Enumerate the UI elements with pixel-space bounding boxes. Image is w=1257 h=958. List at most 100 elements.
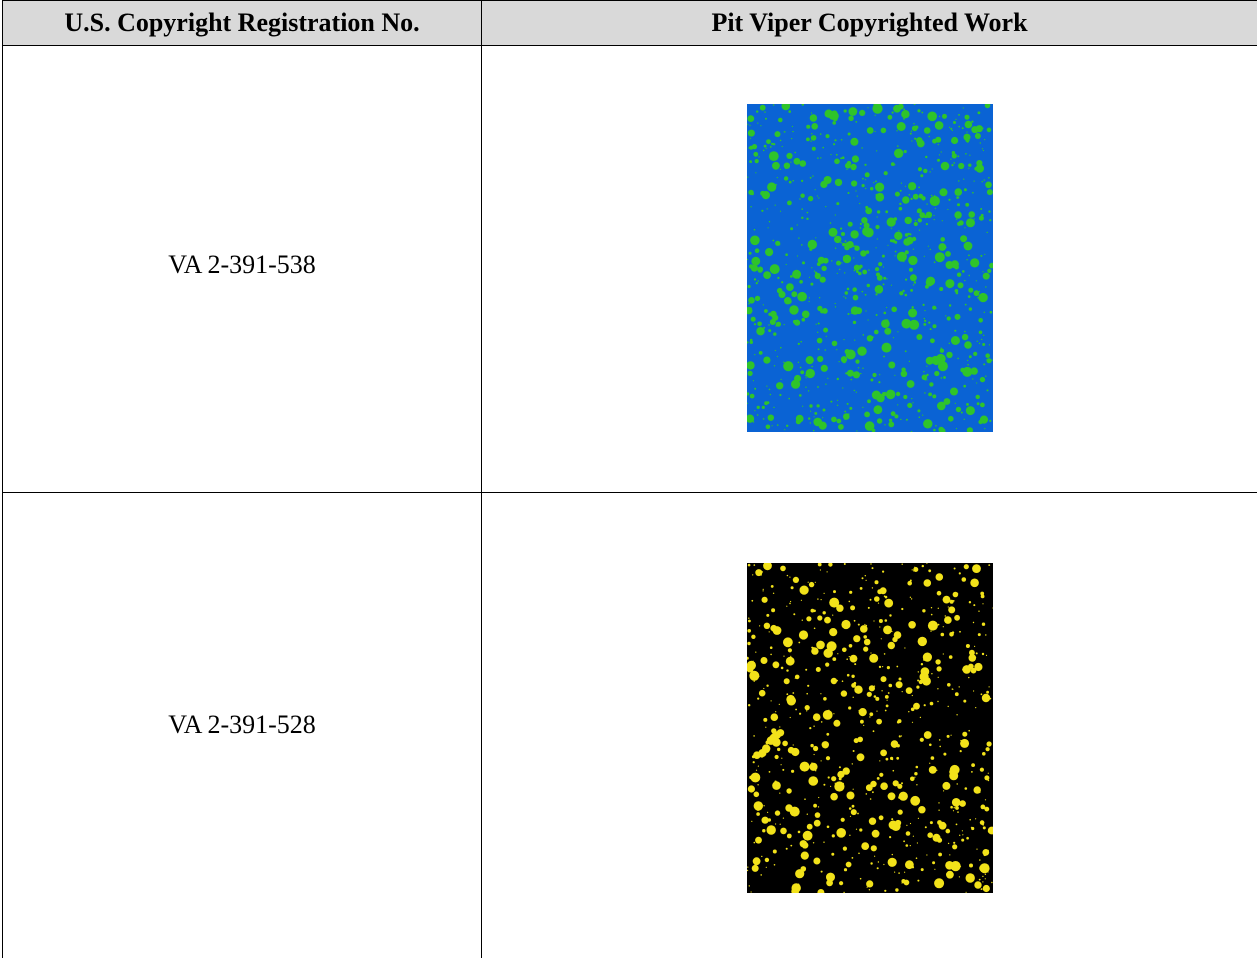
speckle (852, 750, 855, 752)
speckle (881, 342, 892, 353)
speckle (822, 146, 824, 149)
speckle (844, 410, 847, 413)
speckle (979, 376, 986, 383)
speckle (982, 603, 984, 605)
speckle (795, 419, 801, 425)
speckle (951, 129, 953, 132)
speckle (895, 681, 903, 689)
speckle (748, 704, 751, 707)
speckle (753, 564, 756, 566)
speckle (980, 693, 983, 696)
speckle (931, 168, 933, 170)
speckle (747, 785, 755, 793)
speckle (757, 809, 759, 811)
speckle (778, 117, 783, 123)
speckle (824, 616, 831, 624)
speckle (790, 275, 793, 278)
speckle (978, 610, 980, 612)
speckle (949, 126, 951, 128)
speckle (914, 137, 917, 140)
speckle (897, 809, 903, 815)
speckle (748, 147, 750, 149)
speckle (952, 591, 959, 598)
artwork-image (747, 104, 993, 432)
speckle (890, 411, 896, 417)
speckle (913, 322, 918, 327)
speckle (853, 619, 856, 622)
speckle (768, 324, 770, 326)
speckle (855, 156, 858, 160)
speckle (826, 825, 830, 829)
speckle (846, 402, 849, 405)
speckle (986, 690, 989, 694)
speckle (907, 232, 910, 235)
speckle (783, 655, 785, 657)
speckle (791, 769, 795, 773)
speckle (989, 419, 992, 422)
speckle (848, 107, 858, 116)
speckle (792, 576, 799, 583)
speckle (869, 598, 872, 601)
speckle (947, 862, 952, 867)
speckle (844, 291, 848, 295)
speckle (753, 151, 759, 157)
speckle (918, 806, 926, 814)
speckle (832, 614, 834, 616)
speckle (836, 679, 838, 682)
speckle (763, 563, 772, 571)
speckle (757, 321, 762, 327)
speckle (816, 195, 818, 197)
speckle (955, 823, 958, 826)
speckle (864, 575, 866, 577)
speckle (843, 255, 847, 260)
speckle (836, 272, 838, 274)
speckle (800, 866, 807, 872)
speckle (887, 792, 896, 801)
speckle (861, 842, 870, 850)
speckle (795, 708, 797, 711)
speckle (949, 771, 959, 781)
speckle (854, 685, 863, 694)
table-border (481, 0, 482, 958)
speckle (749, 137, 752, 139)
speckle (817, 256, 825, 264)
speckle (911, 140, 913, 142)
speckle (951, 688, 953, 690)
speckle (775, 711, 777, 713)
speckle (842, 359, 847, 364)
speckle (774, 349, 776, 352)
speckle (802, 830, 813, 841)
speckle (930, 756, 935, 760)
speckle (859, 587, 863, 590)
speckle (812, 175, 814, 177)
speckle (938, 802, 940, 804)
speckle (765, 866, 767, 868)
speckle (946, 316, 951, 321)
speckle (762, 418, 765, 420)
speckle (924, 826, 927, 829)
speckle (880, 749, 887, 757)
speckle (757, 697, 760, 700)
speckle (873, 182, 875, 184)
speckle (786, 152, 793, 159)
speckle (958, 876, 960, 878)
speckle (917, 167, 923, 172)
speckle (890, 227, 893, 229)
speckle (814, 581, 816, 583)
speckle (975, 394, 980, 400)
speckle (975, 652, 978, 655)
speckle (841, 619, 851, 630)
speckle (942, 781, 951, 790)
speckle (749, 775, 753, 780)
speckle (758, 689, 766, 697)
speckle (968, 167, 970, 169)
speckle (978, 791, 981, 794)
speckle (788, 110, 791, 113)
speckle (750, 772, 761, 783)
speckle (924, 392, 926, 394)
speckle (848, 706, 852, 710)
speckle (843, 891, 845, 893)
speckle (899, 202, 902, 206)
speckle (907, 580, 912, 586)
speckle (863, 635, 867, 639)
